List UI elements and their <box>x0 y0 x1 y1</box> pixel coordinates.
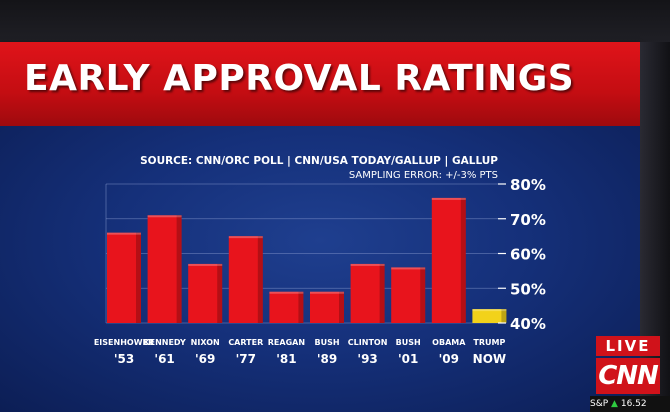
bar-highlight <box>228 236 263 239</box>
bar-shade <box>379 263 385 323</box>
sampling-error-note: SAMPLING ERROR: +/-3% PTS <box>349 170 498 181</box>
x-tick-label: BUSH <box>314 338 339 347</box>
ticker-symbol: S&P <box>590 399 609 409</box>
bar-group <box>431 197 466 323</box>
x-tick-label: KENNEDY <box>143 338 186 347</box>
bar-highlight <box>350 263 385 266</box>
y-tick-label: 40% <box>510 315 546 333</box>
x-tick-label: CLINTON <box>348 338 388 347</box>
bar-shade <box>257 236 263 323</box>
stock-ticker: S&P ▲ 16.52 <box>590 396 670 412</box>
bar-shade <box>217 263 223 323</box>
bar-highlight <box>188 263 223 266</box>
bar-group <box>107 232 141 323</box>
x-tick-label: CARTER <box>228 338 263 347</box>
x-tick-year: '09 <box>439 352 459 366</box>
ticker-value: 16.52 <box>620 399 647 409</box>
chart-title: EARLY APPROVAL RATINGS <box>24 58 575 99</box>
bar-highlight <box>147 215 182 218</box>
x-tick-label: NIXON <box>191 338 220 347</box>
y-tick-label: 70% <box>510 211 546 229</box>
bar <box>107 232 141 323</box>
y-tick-label: 60% <box>510 246 546 264</box>
bar <box>188 263 223 323</box>
x-tick-year: '01 <box>398 352 418 366</box>
bar-shade <box>136 232 141 323</box>
bar <box>472 309 507 323</box>
live-badge: LIVE <box>596 336 660 356</box>
y-tick-label: 50% <box>510 280 546 298</box>
bar <box>228 236 263 323</box>
x-tick-label: EISENHOWER <box>94 338 154 347</box>
bar-group <box>147 215 182 323</box>
bar-shade <box>460 197 466 323</box>
x-tick-label: BUSH <box>396 338 421 347</box>
bar-group <box>350 263 385 323</box>
bar-group <box>391 267 426 323</box>
bar-shade <box>298 291 304 323</box>
x-tick-year: NOW <box>473 352 506 366</box>
bar <box>391 267 426 323</box>
x-tick-year: '53 <box>114 352 134 366</box>
chart-panel <box>0 126 640 412</box>
bar <box>269 291 304 323</box>
x-tick-year: '61 <box>154 352 174 366</box>
bar-shade <box>420 267 426 323</box>
bar-highlight <box>472 309 507 312</box>
bar-shade <box>501 309 507 323</box>
bar-group <box>269 291 304 323</box>
bars <box>107 197 507 323</box>
bar-group <box>310 291 344 323</box>
bar-shade <box>176 215 182 323</box>
bar <box>350 263 385 323</box>
x-tick-label: OBAMA <box>432 338 466 347</box>
bar-highlight <box>431 197 466 200</box>
x-tick-year: '93 <box>357 352 377 366</box>
x-tick-year: '89 <box>317 352 337 366</box>
bar <box>310 291 344 323</box>
bar-highlight <box>107 232 141 235</box>
bar-group <box>188 263 223 323</box>
x-tick-year: '77 <box>236 352 256 366</box>
bar-highlight <box>391 267 426 270</box>
bar <box>147 215 182 323</box>
title-banner <box>0 42 640 126</box>
cnn-logo: CNN <box>596 358 660 394</box>
bar-group <box>472 309 507 323</box>
bar-shade <box>339 291 344 323</box>
x-tick-label: REAGAN <box>268 338 305 347</box>
bar-highlight <box>269 291 304 294</box>
x-axis-labels: EISENHOWER '53 KENNEDY '61 NIXON '69 CARTER '77… <box>94 338 506 366</box>
source-note: SOURCE: CNN/ORC POLL | CNN/USA TODAY/GAL… <box>140 155 498 167</box>
bar-group <box>228 236 263 323</box>
ticker-up-arrow-icon: ▲ <box>611 399 618 409</box>
x-tick-label: TRUMP <box>473 338 505 347</box>
x-tick-year: '69 <box>195 352 215 366</box>
x-tick-year: '81 <box>276 352 296 366</box>
bar <box>431 197 466 323</box>
y-tick-label: 80% <box>510 176 546 194</box>
y-axis: 40% 50% 60% 70% 80% <box>498 176 546 333</box>
screen-bezel-top <box>0 0 670 42</box>
bar-highlight <box>310 291 344 294</box>
